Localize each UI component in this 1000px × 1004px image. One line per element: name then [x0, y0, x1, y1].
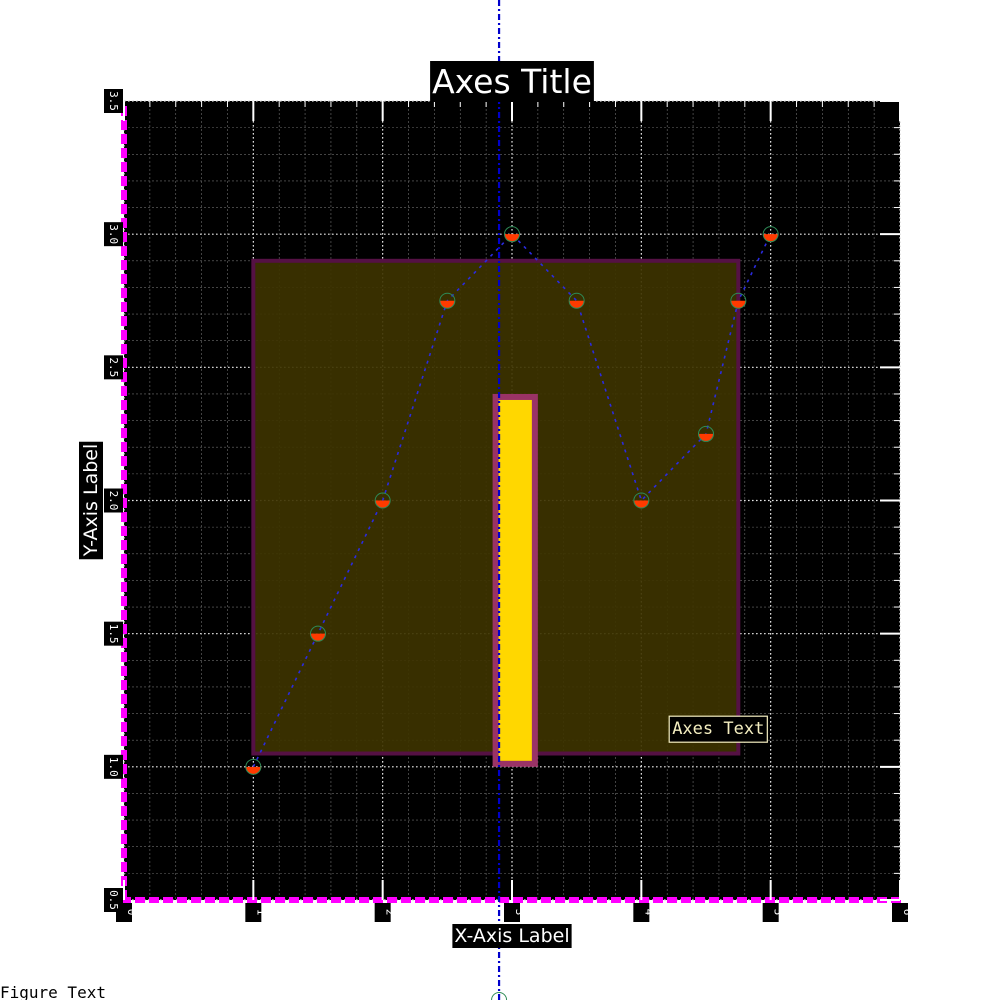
x-tick-label-group: 1 — [254, 909, 267, 916]
data-point — [374, 492, 391, 509]
y-tick-label-background — [104, 222, 123, 247]
y-tick-label-background — [104, 888, 123, 912]
data-point-lower-half — [633, 500, 649, 509]
bar-layer — [492, 393, 538, 767]
x-tick-label: 0 — [125, 909, 138, 916]
data-point-lower-half — [310, 633, 326, 642]
data-point-edge — [762, 226, 779, 243]
data-point-edge — [730, 292, 747, 309]
y-tick-label-background — [104, 488, 123, 513]
tick-layer: 0 1 2 3 4 5 6 0.5 1.0 1.5 2.0 2.5 3.0 3.5 — [104, 89, 914, 922]
x-tick-label-group: 5 — [772, 909, 785, 916]
y-tick-label-group: 0.5 — [107, 890, 120, 910]
y-tick-label: 3.5 — [107, 91, 120, 111]
x-tick-label-group: 3 — [513, 909, 526, 916]
data-point — [310, 625, 326, 642]
data-point-lower-half — [763, 234, 779, 242]
y-tick-label: 3.0 — [107, 224, 120, 244]
data-point — [730, 292, 747, 309]
y-tick-label-group: 3.5 — [107, 91, 120, 111]
y-tick-label-group: 2.5 — [107, 357, 120, 377]
data-point — [633, 492, 650, 509]
x-tick-label-group: 0 — [125, 909, 138, 916]
y-tick-label-group: 1.0 — [107, 757, 120, 777]
chart-title: Axes Title — [432, 62, 592, 101]
data-point-edge — [374, 492, 391, 509]
x-tick-label-background — [504, 903, 520, 922]
y-axis-label-background — [79, 441, 103, 560]
y-tick-label-group: 3.0 — [107, 224, 120, 244]
x-tick-label: 6 — [901, 909, 914, 916]
axes-text-box — [668, 715, 768, 743]
x-axis-label-background — [452, 924, 572, 948]
data-point-lower-half — [439, 300, 455, 309]
data-point — [762, 226, 779, 243]
data-point-lower-half — [698, 433, 714, 442]
y-tick-label: 0.5 — [107, 890, 120, 910]
data-point — [504, 226, 520, 243]
x-tick-label: 3 — [513, 909, 526, 916]
data-point-edge — [633, 492, 650, 509]
data-point-lower-half — [504, 234, 520, 242]
y-tick-label: 2.5 — [107, 357, 120, 377]
x-tick-label-group: 2 — [384, 909, 397, 916]
data-point — [245, 758, 262, 775]
data-point-edge — [310, 625, 326, 642]
x-tick-label: 1 — [254, 909, 267, 916]
y-tick-label-group: 2.0 — [107, 491, 120, 511]
x-tick-label-group: 6 — [901, 909, 914, 916]
y-tick-label-background — [104, 754, 123, 779]
data-point — [698, 425, 714, 442]
data-point-edge — [245, 758, 262, 775]
data-point — [568, 292, 585, 309]
y-tick-label-background — [104, 355, 123, 380]
data-point-lower-half — [375, 500, 391, 509]
data-point — [439, 292, 456, 309]
data-point-lower-half — [569, 300, 585, 309]
x-tick-label-background — [374, 903, 391, 922]
data-point-edge — [698, 425, 714, 442]
y-tick-label: 1.0 — [107, 757, 120, 777]
data-point-edge — [568, 292, 585, 309]
data-point-edge — [439, 292, 456, 309]
y-tick-label: 1.5 — [107, 624, 120, 644]
bar — [492, 393, 538, 767]
figure-text: Figure Text — [0, 983, 106, 1000]
y-tick-label-background — [104, 89, 123, 113]
x-tick-label-background — [633, 903, 650, 922]
x-tick-label: 2 — [384, 909, 397, 916]
x-tick-label-background — [245, 903, 262, 922]
y-tick-label: 2.0 — [107, 491, 120, 511]
data-point-lower-half — [245, 766, 261, 775]
x-tick-label-group: 4 — [642, 909, 655, 916]
x-tick-label: 4 — [642, 909, 655, 916]
series-layer — [245, 226, 779, 775]
y-tick-label-background — [104, 621, 123, 646]
axes-text-annotation: Axes Text — [672, 719, 764, 739]
x-tick-label-background — [762, 903, 779, 922]
data-point-edge — [504, 226, 520, 243]
chart-title-background — [430, 61, 594, 102]
spine-layer — [121, 106, 903, 903]
data-point-lower-half — [730, 300, 746, 309]
x-tick-label-background — [892, 903, 908, 922]
y-axis-label: Y-Axis Label — [80, 444, 102, 558]
x-tick-label: 5 — [772, 909, 785, 916]
y-tick-label-group: 1.5 — [107, 624, 120, 644]
x-axis-label: X-Axis Label — [454, 925, 569, 947]
